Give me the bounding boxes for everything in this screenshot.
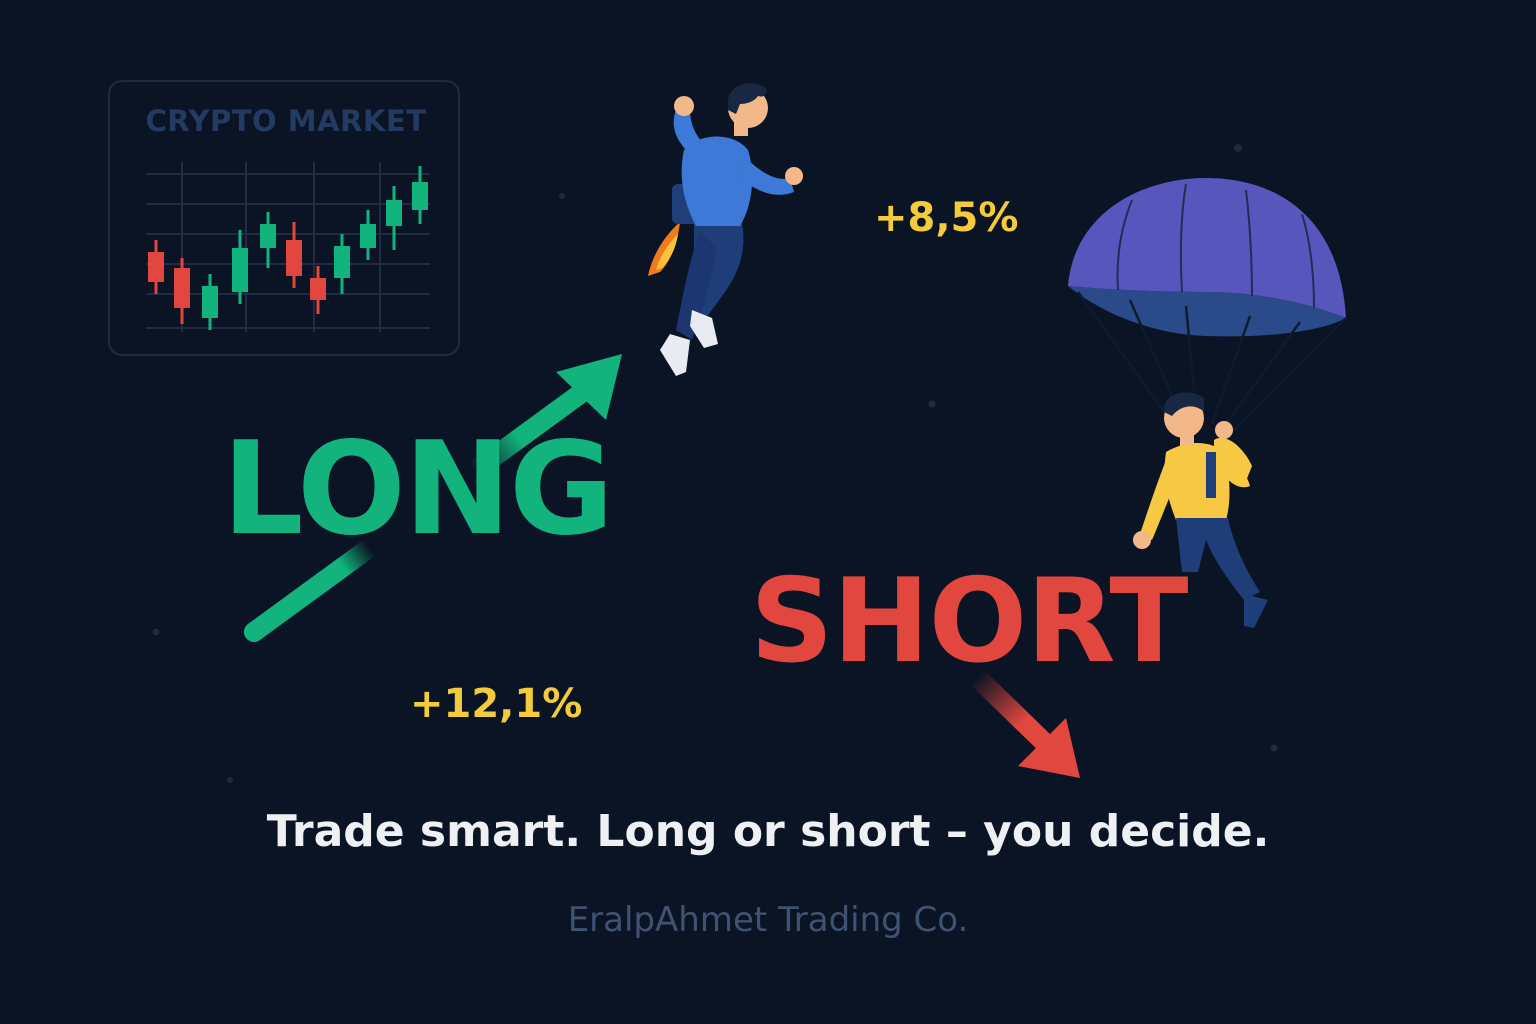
company-name: EralpAhmet Trading Co. (567, 900, 969, 940)
market-card-title: CRYPTO MARKET (145, 104, 427, 138)
crypto-market-card: CRYPTO MARKET (108, 80, 460, 356)
candle-1 (148, 240, 164, 294)
candle-9 (360, 210, 376, 260)
tagline: Trade smart. Long or short – you decide. (266, 806, 1270, 857)
candle-10 (386, 186, 402, 250)
short-percent: +8,5% (874, 195, 1019, 241)
candle-5 (260, 212, 276, 268)
candle-4 (232, 230, 248, 304)
candle-8 (334, 234, 350, 294)
candle-3 (202, 274, 218, 330)
long-label: LONG (222, 415, 614, 564)
short-label: SHORT (750, 554, 1188, 689)
candle-11 (412, 166, 428, 224)
candle-6 (286, 222, 302, 288)
candle-2 (174, 258, 190, 324)
candlestick-chart (146, 162, 430, 332)
long-percent: +12,1% (410, 681, 583, 727)
candle-7 (310, 266, 326, 314)
